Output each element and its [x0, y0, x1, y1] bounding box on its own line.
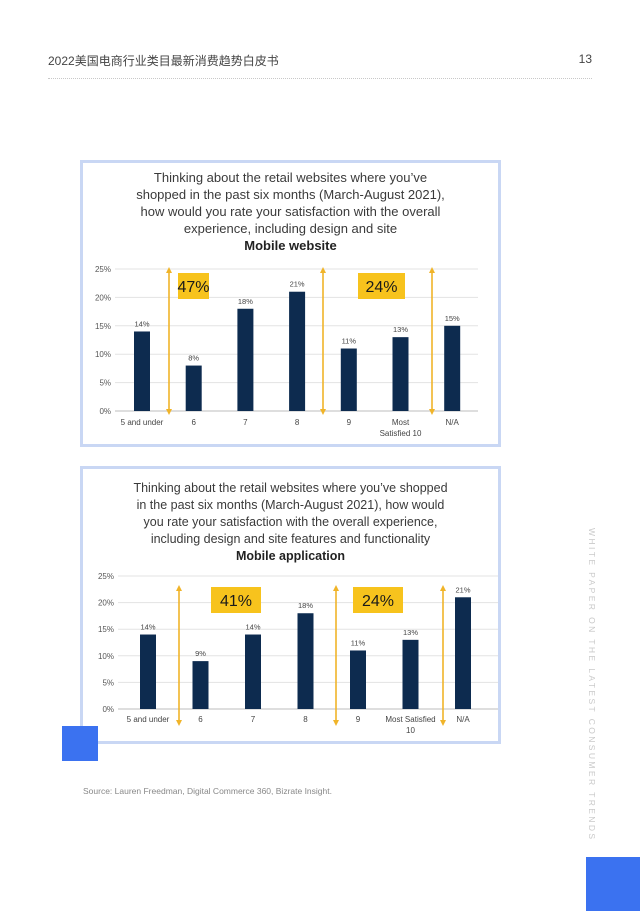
data-label: 18% [298, 601, 313, 610]
chart-card-mobile-application: Thinking about the retail websites where… [80, 466, 501, 744]
bar [185, 365, 202, 411]
data-label: 14% [245, 623, 260, 632]
x-tick-label: 7 [251, 715, 256, 724]
y-tick-label: 0% [99, 407, 111, 416]
annotation-label: 47% [177, 279, 209, 296]
arrow-head-down [440, 720, 446, 726]
chart-subtitle: Mobile application [235, 549, 346, 563]
header-divider [48, 78, 592, 79]
x-tick-label: Satisfied 10 [380, 429, 422, 438]
y-tick-label: 20% [95, 293, 111, 302]
bar-chart-mobile-application: 0% 5% 10% 15% 20% 25% 41% 24% 14% 5 and under 9% 6 1… [98, 572, 498, 735]
y-tick-label: 25% [98, 572, 114, 581]
x-tick-label: 5 and under [121, 418, 164, 427]
arrow-head-up [320, 267, 326, 273]
annotation-box [353, 587, 403, 613]
bar [402, 639, 419, 709]
data-label: 18% [238, 297, 253, 306]
y-tick-label: 0% [102, 705, 114, 714]
bar [444, 325, 461, 411]
side-vertical-text: WHITE PAPER ON THE LATEST CONSUMER TREND… [587, 528, 597, 842]
x-tick-label: 10 [406, 726, 415, 735]
data-label: 14% [134, 319, 149, 328]
chart-card-mobile-website: Thinking about the retail websites where… [80, 160, 501, 447]
data-label: 9% [195, 649, 206, 658]
chart-title-line: how would you rate your satisfaction wit… [140, 204, 441, 219]
data-label: 13% [403, 628, 418, 637]
bar [455, 597, 471, 709]
x-tick-label: Most [392, 418, 410, 427]
bar [192, 661, 209, 709]
arrow-head-down [176, 720, 182, 726]
x-tick-label: 6 [191, 418, 196, 427]
bar-chart-mobile-website: 0% 5% 10% 15% 20% 25% 47% 24% 14% 5 and under 8% 6 1… [95, 265, 478, 438]
bar [245, 634, 261, 709]
y-tick-label: 5% [102, 678, 114, 687]
source-note: Source: Lauren Freedman, Digital Commerc… [83, 786, 332, 796]
arrow-head-down [320, 409, 326, 415]
data-label: 8% [188, 354, 199, 363]
annotation-box [178, 273, 209, 299]
chart-subtitle: Mobile website [244, 238, 337, 253]
x-tick-label: N/A [456, 715, 470, 724]
y-tick-label: 25% [95, 265, 111, 274]
y-tick-label: 15% [95, 322, 111, 331]
x-tick-label: 5 and under [127, 715, 170, 724]
page-header-title: 2022美国电商行业类目最新消费趋势白皮书 [48, 54, 279, 68]
y-tick-label: 10% [98, 652, 114, 661]
arrow-head-up [166, 267, 172, 273]
x-tick-label: Most Satisfied [385, 715, 435, 724]
data-label: 21% [290, 280, 305, 289]
x-tick-label: N/A [446, 418, 460, 427]
chart-title-line: Thinking about the retail websites where… [153, 170, 428, 185]
data-label: 11% [342, 337, 357, 346]
arrow-head-up [440, 585, 446, 591]
arrow-head-down [166, 409, 172, 415]
x-tick-label: 6 [198, 715, 203, 724]
annotation-box [211, 587, 261, 613]
y-tick-label: 20% [98, 599, 114, 608]
x-tick-label: 7 [243, 418, 248, 427]
annotation-box [358, 273, 405, 299]
arrow-head-down [333, 720, 339, 726]
chart-title: Thinking about the retail websites where… [83, 169, 498, 254]
bar [140, 634, 156, 709]
bar [392, 337, 409, 411]
bar [297, 613, 314, 709]
bar [340, 348, 357, 411]
chart-title-line: Thinking about the retail websites where… [133, 481, 448, 495]
x-tick-label: 8 [295, 418, 300, 427]
arrow-head-up [176, 585, 182, 591]
x-tick-label: 9 [356, 715, 361, 724]
chart-title-line: including design and site features and f… [150, 532, 431, 546]
bar [289, 291, 306, 411]
corner-blue-block [586, 857, 640, 911]
chart-title: Thinking about the retail websites where… [83, 480, 498, 565]
arrow-head-up [333, 585, 339, 591]
chart-title-line: experience, including design and site [183, 221, 398, 236]
bar [134, 331, 150, 411]
data-label: 14% [140, 623, 155, 632]
chart-title-line: you rate your satisfaction with the over… [143, 515, 438, 529]
x-tick-label: 8 [303, 715, 308, 724]
bar [237, 308, 254, 411]
y-tick-label: 5% [99, 379, 111, 388]
annotation-label: 24% [362, 593, 394, 610]
decorative-blue-square [62, 726, 98, 761]
bar [350, 650, 366, 709]
y-tick-label: 10% [95, 350, 111, 359]
data-label: 21% [455, 585, 470, 594]
arrow-head-up [429, 267, 435, 273]
chart-title-line: shopped in the past six months (March-Au… [136, 187, 445, 202]
annotation-label: 41% [220, 593, 252, 610]
y-tick-label: 15% [98, 625, 114, 634]
data-label: 13% [393, 325, 408, 334]
x-tick-label: 9 [347, 418, 352, 427]
data-label: 11% [351, 638, 366, 647]
arrow-head-down [429, 409, 435, 415]
annotation-label: 24% [365, 279, 397, 296]
data-label: 15% [445, 314, 460, 323]
chart-title-line: in the past six months (March-August 202… [136, 498, 445, 512]
page-number: 13 [578, 52, 592, 66]
